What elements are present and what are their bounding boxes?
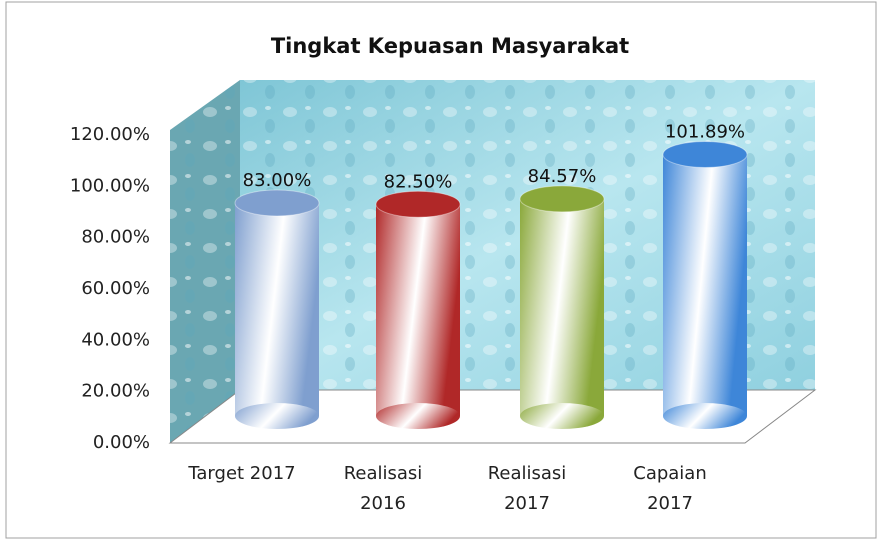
y-tick-label: 60.00% xyxy=(81,278,150,299)
y-tick-label: 80.00% xyxy=(81,227,150,248)
cylinder-body xyxy=(663,154,747,416)
x-tick-label: Capaian 2017 xyxy=(614,459,726,519)
cylinder-base xyxy=(520,403,604,429)
y-tick-label: 0.00% xyxy=(93,432,150,453)
cylinder-top xyxy=(520,186,604,212)
x-tick-label: Realisasi 2016 xyxy=(327,459,439,519)
page: Tingkat Kepuasan Masyarakat 0.00% 20.00% 4… xyxy=(0,0,882,542)
x-tick-label: Realisasi 2017 xyxy=(471,459,583,519)
cylinder-base xyxy=(235,403,319,429)
cylinder xyxy=(663,141,747,429)
data-label: 84.57% xyxy=(528,166,597,187)
y-tick-label: 120.00% xyxy=(70,124,150,145)
chart-title: Tingkat Kepuasan Masyarakat xyxy=(271,34,629,58)
cylinder-body xyxy=(376,204,460,416)
y-tick-label: 100.00% xyxy=(70,175,150,196)
cylinder-body xyxy=(235,203,319,416)
cylinder xyxy=(376,191,460,429)
chart: Tingkat Kepuasan Masyarakat 0.00% 20.00% 4… xyxy=(0,0,882,542)
y-tick-label: 40.00% xyxy=(81,329,150,350)
data-label: 83.00% xyxy=(243,170,312,191)
cylinder-top xyxy=(376,191,460,217)
x-tick-label: Target 2017 xyxy=(186,459,298,489)
cylinder-base xyxy=(663,403,747,429)
cylinder-base xyxy=(376,403,460,429)
cylinder-top xyxy=(663,141,747,167)
data-label: 101.89% xyxy=(665,121,745,142)
cylinder-top xyxy=(235,190,319,216)
cylinder-body xyxy=(520,199,604,416)
data-label: 82.50% xyxy=(384,171,453,192)
y-tick-label: 20.00% xyxy=(81,381,150,402)
cylinder xyxy=(235,190,319,429)
side-wall xyxy=(170,80,240,443)
cylinder xyxy=(520,186,604,429)
